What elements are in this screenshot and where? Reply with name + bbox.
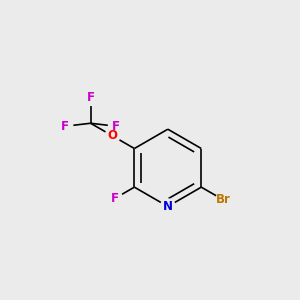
Circle shape: [105, 128, 120, 143]
Text: F: F: [111, 192, 119, 205]
Circle shape: [160, 199, 175, 214]
Text: O: O: [107, 129, 118, 142]
Circle shape: [108, 119, 123, 134]
Circle shape: [83, 91, 98, 105]
Text: N: N: [163, 200, 173, 213]
Text: F: F: [61, 120, 69, 133]
Circle shape: [108, 191, 122, 206]
Circle shape: [58, 119, 73, 134]
Circle shape: [216, 192, 231, 207]
Text: Br: Br: [216, 193, 231, 206]
Text: F: F: [87, 92, 94, 104]
Text: F: F: [112, 120, 120, 133]
